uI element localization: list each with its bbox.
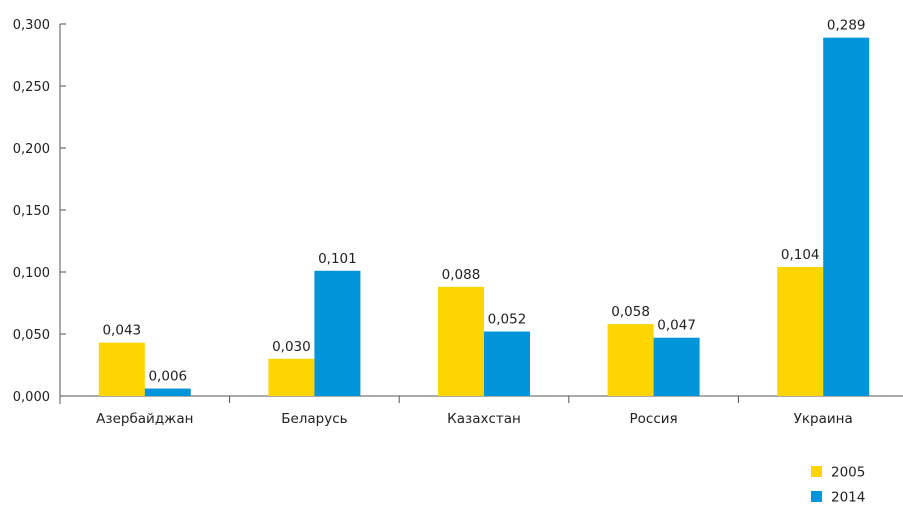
bar-2005 [607, 324, 654, 396]
y-tick-label: 0,200 [13, 142, 50, 157]
y-tick-label: 0,300 [13, 18, 50, 33]
data-label: 0,052 [488, 312, 527, 328]
bar-2005 [438, 286, 484, 396]
bar-2014 [484, 331, 530, 396]
y-tick-label: 0,050 [13, 328, 50, 343]
category-label: Россия [630, 411, 678, 427]
bar-2014 [653, 337, 700, 396]
bar-2005 [268, 358, 315, 396]
data-label: 0,058 [611, 304, 650, 320]
data-label: 0,047 [657, 318, 696, 334]
bar-2014 [823, 37, 870, 396]
legend-label: 2014 [831, 490, 865, 506]
y-tick-label: 0,000 [13, 390, 50, 405]
category-label: Беларусь [281, 411, 347, 427]
category-label: Казахстан [447, 411, 521, 427]
y-tick-label: 0,250 [13, 80, 50, 95]
data-label: 0,088 [442, 267, 481, 283]
y-tick-label: 0,100 [13, 266, 50, 281]
legend: 2005 2014 [811, 465, 865, 506]
data-labels: 0,043 0,030 0,088 0,058 0,104 0,006 0,101 0,052… [102, 18, 865, 385]
y-tick-label: 0,150 [13, 204, 50, 219]
data-label: 0,104 [781, 247, 820, 263]
category-label: Азербайджан [96, 411, 193, 427]
data-label: 0,101 [318, 251, 357, 267]
data-label: 0,043 [102, 323, 141, 339]
x-axis: Азербайджан Беларусь Казахстан Россия Украин… [60, 395, 903, 427]
bar-2014 [314, 270, 361, 396]
y-axis: 0,000 0,050 0,100 0,150 0,200 0,250 0,300 [13, 18, 66, 405]
bar-2014 [144, 388, 191, 396]
bars [98, 37, 870, 396]
legend-swatch-2005 [811, 466, 822, 477]
bar-2005 [777, 267, 824, 396]
data-label: 0,030 [272, 339, 311, 355]
bar-2005 [98, 342, 145, 396]
data-label: 0,289 [827, 18, 866, 34]
category-label: Украина [794, 411, 853, 427]
data-label: 0,006 [148, 369, 187, 385]
legend-label: 2005 [831, 465, 865, 481]
legend-swatch-2014 [811, 491, 822, 502]
